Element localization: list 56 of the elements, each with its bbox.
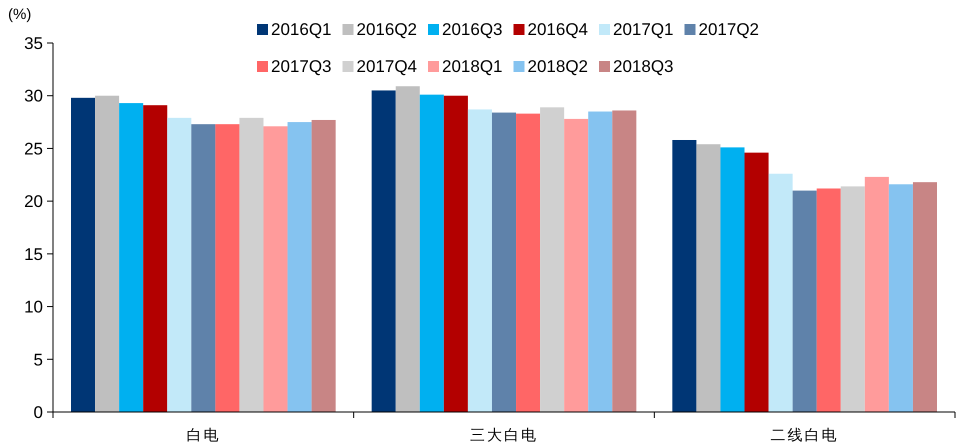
bar — [564, 118, 588, 412]
y-tick-label: 25 — [24, 139, 43, 158]
legend-label: 2017Q4 — [356, 57, 417, 76]
bar — [420, 94, 444, 412]
bar — [492, 112, 516, 412]
legend-label: 2016Q1 — [271, 20, 332, 39]
bar — [864, 176, 889, 412]
bar — [372, 90, 396, 412]
bar — [744, 152, 769, 412]
bar — [215, 124, 240, 412]
legend-label: 2018Q1 — [442, 57, 502, 76]
x-tick-label: 三大白电 — [470, 427, 538, 444]
legend-label: 2017Q1 — [613, 20, 674, 39]
x-tick-label: 白电 — [186, 427, 220, 444]
y-tick-label: 0 — [34, 403, 43, 422]
bar — [288, 122, 312, 412]
bar — [612, 110, 636, 412]
y-tick-label: 30 — [24, 86, 43, 106]
y-tick-label: 5 — [34, 350, 43, 370]
bar — [239, 118, 264, 412]
legend-label: 2018Q3 — [613, 57, 674, 76]
y-tick-label: 35 — [24, 34, 43, 53]
bar — [167, 118, 192, 412]
legend-label: 2017Q3 — [271, 57, 332, 76]
bar — [588, 112, 612, 412]
x-tick-label: 二线白电 — [770, 427, 839, 444]
bar — [672, 140, 696, 412]
legend-label: 2017Q2 — [698, 20, 759, 39]
bar — [191, 124, 216, 412]
bar — [768, 174, 793, 412]
bar — [540, 107, 564, 412]
legend-label: 2016Q3 — [442, 20, 502, 39]
bar — [792, 190, 817, 412]
y-tick-label: 15 — [24, 244, 43, 264]
y-axis-title: (%) — [8, 6, 32, 23]
bar — [119, 103, 144, 412]
legend-label: 2016Q4 — [528, 20, 588, 39]
bar — [468, 109, 492, 412]
y-tick-label: 20 — [24, 192, 43, 212]
bar — [143, 105, 168, 412]
bar — [263, 126, 288, 412]
bar — [444, 96, 468, 412]
bar — [696, 144, 720, 412]
bar — [816, 188, 841, 412]
bar — [888, 184, 913, 412]
y-tick-label: 10 — [24, 298, 43, 317]
bar — [720, 147, 745, 412]
bar — [312, 120, 336, 412]
legend-label: 2018Q2 — [528, 57, 588, 76]
bar — [912, 182, 937, 412]
legend-label: 2016Q2 — [356, 20, 417, 39]
bar — [396, 86, 420, 412]
bar — [95, 96, 120, 412]
bar — [840, 186, 865, 412]
bar — [71, 98, 96, 412]
bar — [516, 114, 540, 412]
